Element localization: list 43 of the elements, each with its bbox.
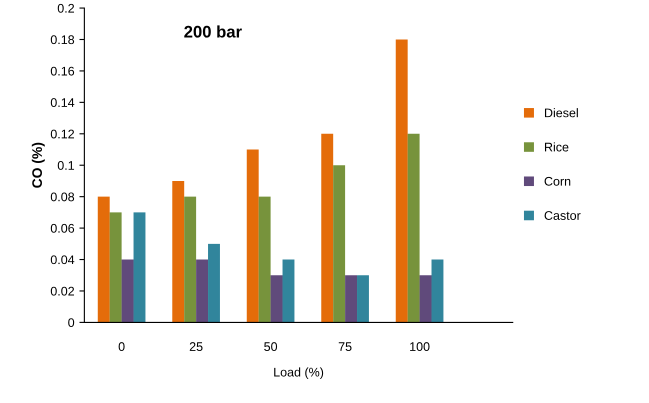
y-tick-label: 0.14 [50,98,74,108]
bar [432,260,444,322]
bar [122,260,134,322]
x-tick-label: 100 [410,342,430,352]
y-tick-label: 0.18 [50,35,74,44]
legend-label: Rice [544,142,568,152]
bar [333,165,346,322]
bar [110,212,122,322]
y-tick-label: 0.16 [50,66,74,76]
y-tick-label: 0.06 [50,224,74,233]
bar [357,275,369,322]
y-tick-label: 0.04 [50,255,74,264]
x-tick-label: 75 [338,342,352,352]
legend-label: Corn [544,176,570,186]
legend-label: Diesel [544,108,578,118]
bar [258,196,271,322]
bar [134,212,146,322]
bar [420,275,432,322]
bar [208,244,220,322]
bar [282,260,294,322]
bar [246,150,259,322]
y-axis-title: CO (%) [32,142,45,188]
bar [98,196,110,322]
bar [196,260,208,322]
bar [345,275,358,322]
y-tick-label: 0 [68,318,74,328]
y-tick-label: 0.02 [50,286,74,296]
y-tick-label: 0.12 [50,130,74,138]
y-tick-label: 0.1 [58,161,74,170]
bar [321,134,334,322]
bar [396,39,408,322]
bar [408,134,420,322]
x-axis-title: Load (%) [274,367,324,380]
x-tick-label: 0 [118,342,125,352]
bar [270,275,283,322]
bar [172,180,184,322]
y-tick-label: 0.2 [58,4,74,13]
x-tick-label: 25 [190,342,203,352]
text: 200 bar [184,25,242,38]
bar [184,196,196,322]
legend-label: Castor [544,211,581,220]
x-tick-label: 50 [264,342,278,352]
y-tick-label: 0.08 [50,192,74,202]
